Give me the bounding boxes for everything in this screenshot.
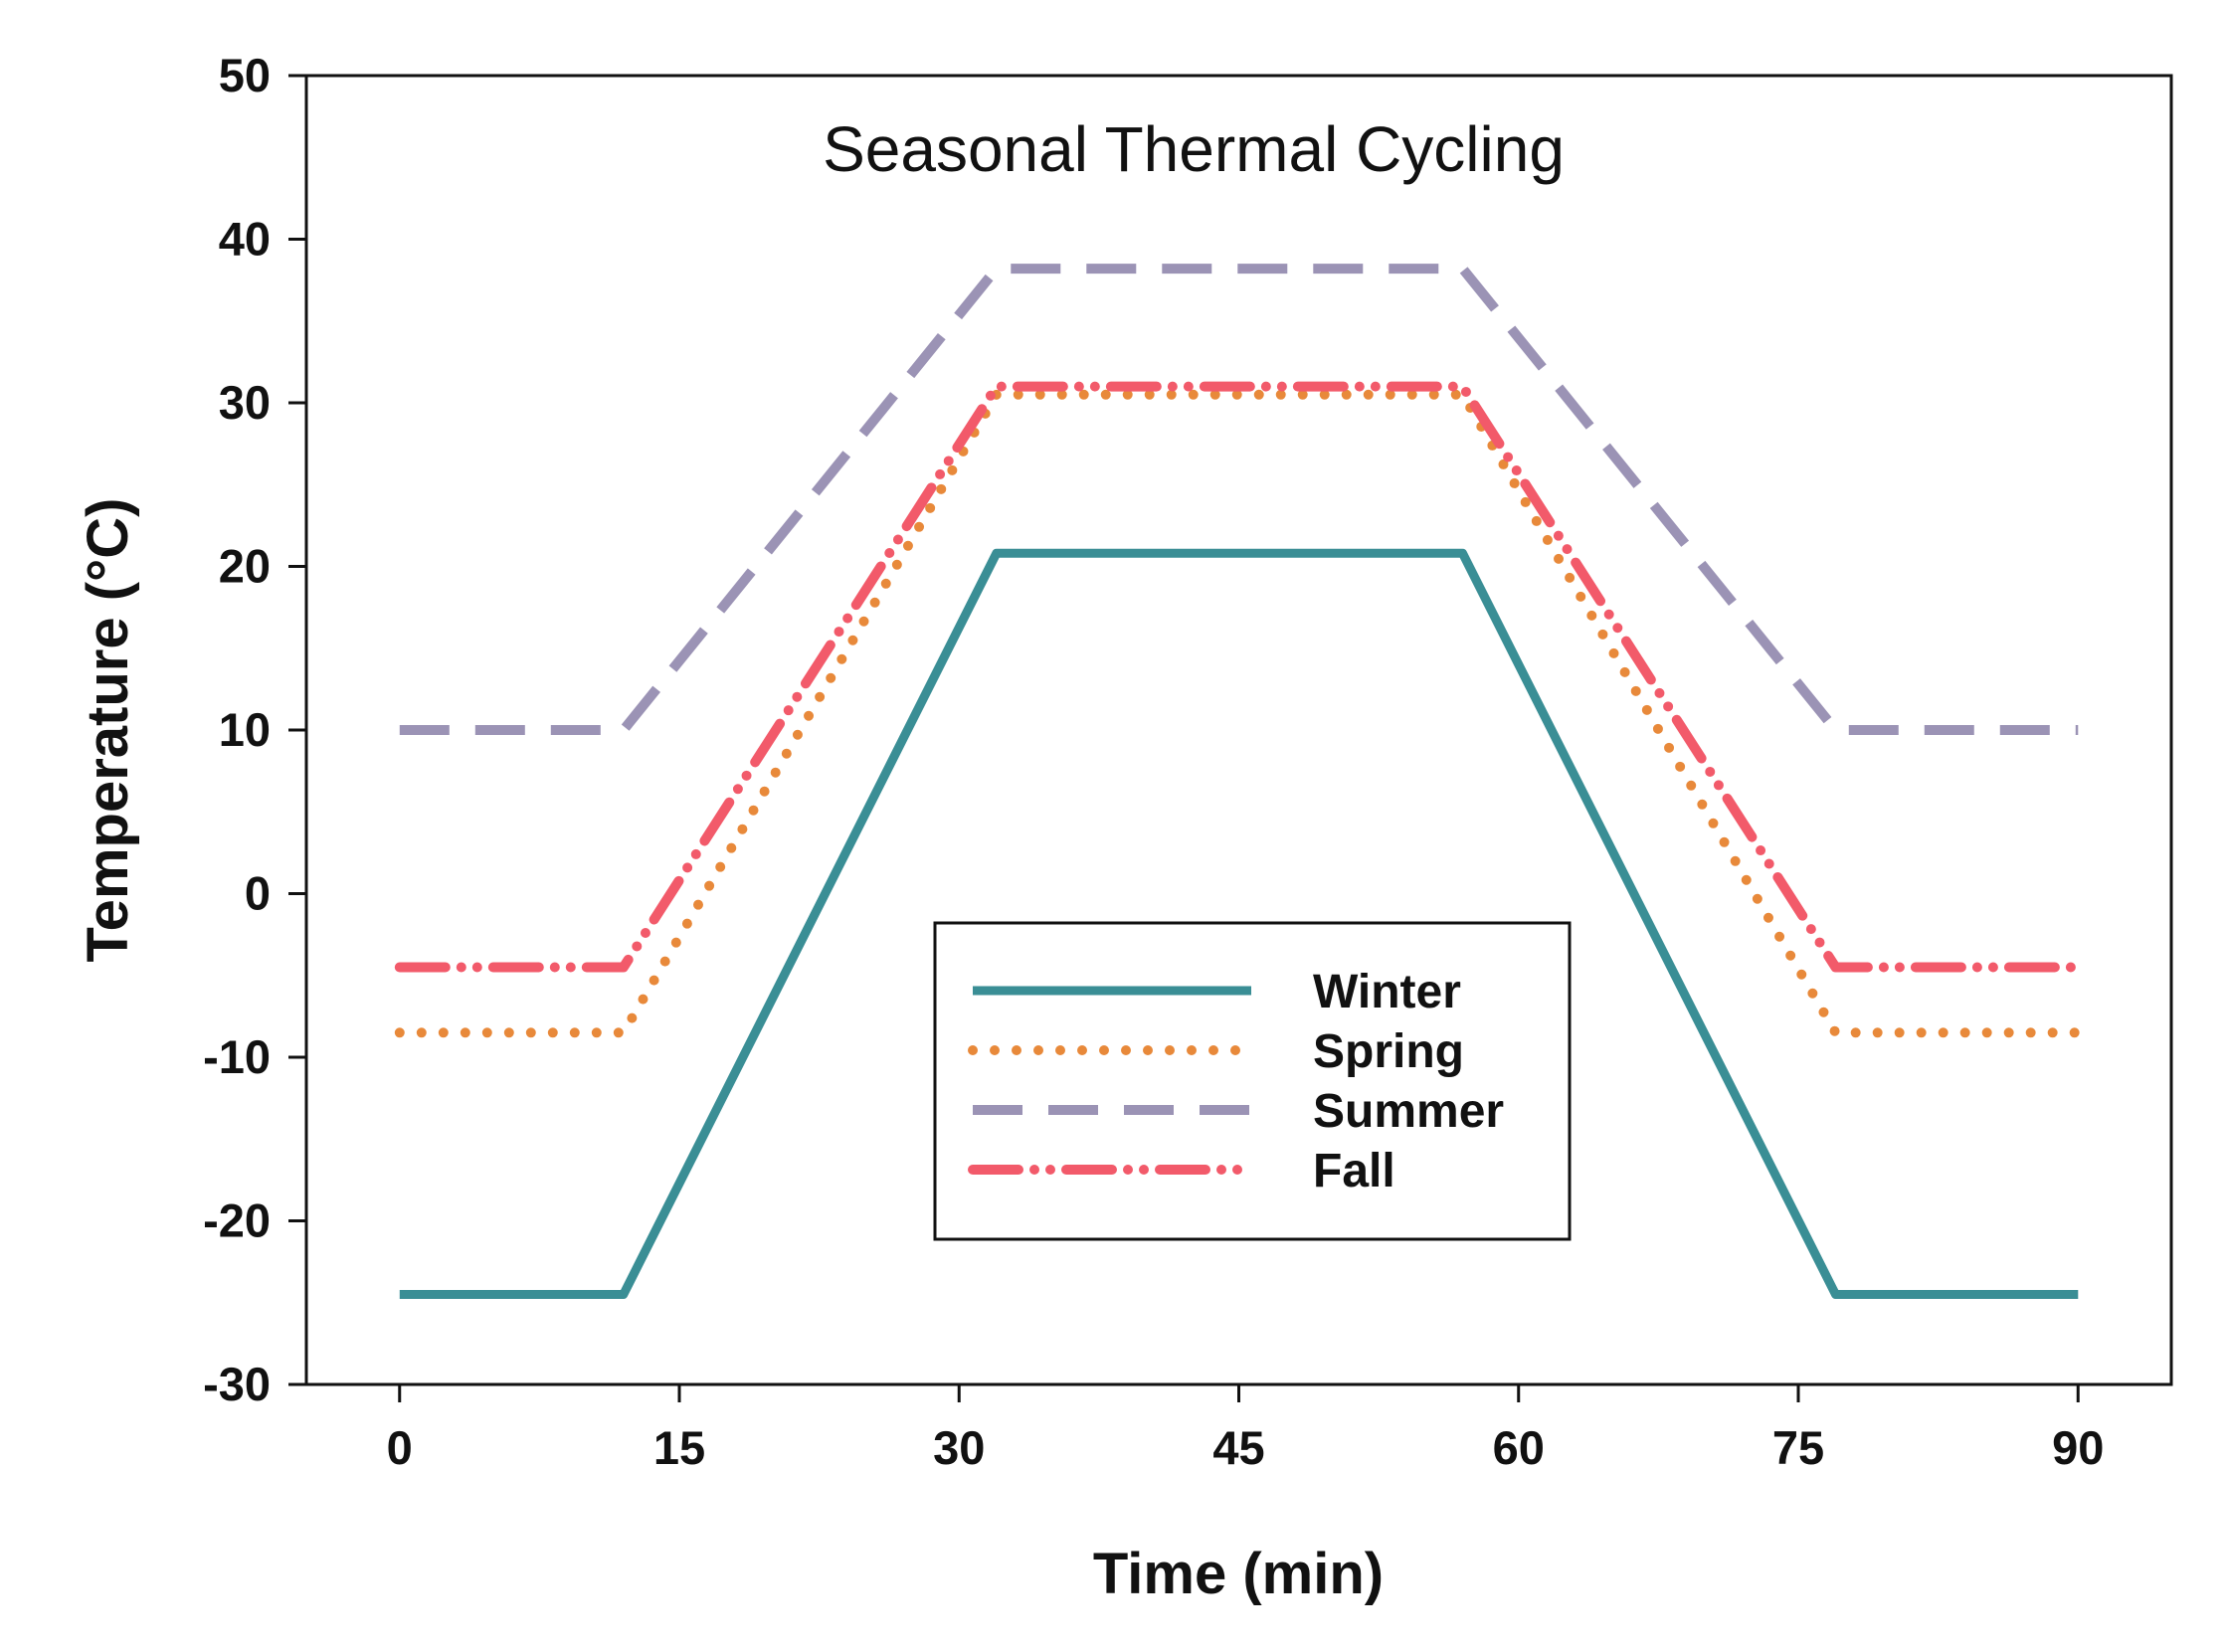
y-tick-label: 40 <box>219 213 271 266</box>
series-line-summer <box>399 264 2079 735</box>
series-lines <box>394 264 2084 1299</box>
legend-label-fall: Fall <box>1313 1145 1395 1197</box>
x-tick-label: 90 <box>2052 1421 2104 1474</box>
legend-box <box>933 921 1572 1241</box>
legend-label-winter: Winter <box>1313 966 1461 1018</box>
y-tick-label: 50 <box>219 49 271 101</box>
y-axis-title: Temperature (°C) <box>76 498 140 963</box>
series-line-spring <box>394 389 2084 1038</box>
series-line-fall <box>394 381 2084 973</box>
y-tick-label: -10 <box>203 1030 271 1083</box>
chart-title: Seasonal Thermal Cycling <box>823 113 1565 185</box>
x-tick-label: 15 <box>653 1421 705 1474</box>
x-tick-label: 75 <box>1772 1421 1824 1474</box>
legend-label-spring: Spring <box>1313 1025 1464 1078</box>
y-tick-label: 20 <box>219 540 271 593</box>
x-tick-label: 0 <box>387 1421 413 1474</box>
legend-label-summer: Summer <box>1313 1085 1504 1138</box>
x-tick-label: 45 <box>1212 1421 1264 1474</box>
y-tick-label: -30 <box>203 1358 271 1410</box>
series-line-winter <box>399 548 2079 1299</box>
y-tick-label: 0 <box>245 867 271 920</box>
x-tick-label: 60 <box>1493 1421 1545 1474</box>
legend: Winter Spring Summer Fall <box>933 921 1572 1241</box>
y-tick-label: 10 <box>219 703 271 756</box>
y-tick-label: -20 <box>203 1194 271 1247</box>
x-axis-title: Time (min) <box>1093 1542 1384 1606</box>
axis-ticks: 0 15 30 45 60 75 90 -30 -20 -10 0 10 20 30 40 50 <box>203 49 2104 1474</box>
y-tick-label: 30 <box>219 376 271 429</box>
x-tick-label: 30 <box>933 1421 985 1474</box>
